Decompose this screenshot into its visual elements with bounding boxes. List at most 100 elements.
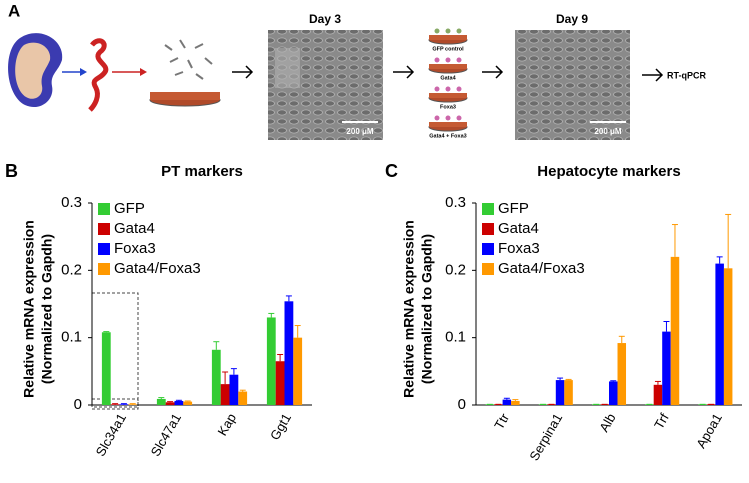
- bar: [670, 256, 680, 405]
- arrow: [232, 65, 254, 79]
- arrow: [482, 65, 504, 79]
- bar: [502, 399, 512, 405]
- bar: [266, 317, 276, 405]
- bar: [715, 263, 724, 405]
- scale-label: 200 μM: [594, 127, 621, 136]
- bar: [229, 374, 239, 405]
- day-label: Day 3: [309, 12, 341, 26]
- y-tick-label: 0.2: [61, 261, 82, 278]
- error-bar: [565, 378, 572, 381]
- bar: [293, 337, 303, 405]
- virus: [434, 86, 440, 92]
- error-bar: [103, 331, 110, 333]
- arrow: [393, 65, 415, 79]
- virus: [456, 28, 462, 34]
- dish-label: Foxa3: [440, 104, 456, 110]
- chart-title: PT markers: [161, 163, 243, 180]
- x-tick-label: Slc47a1: [148, 411, 184, 459]
- error-bar: [230, 368, 237, 375]
- dish-stack: GFP control Gata4 Foxa3 Gata4 + Foxa3: [428, 28, 468, 139]
- bar: [555, 380, 565, 405]
- virus: [445, 86, 451, 92]
- x-tick-label: Apoa1: [693, 411, 725, 451]
- error-bar: [222, 371, 229, 385]
- bar: [119, 404, 129, 405]
- x-tick-label: Alb: [596, 411, 618, 435]
- legend-label: Foxa3: [114, 240, 156, 257]
- error-bar: [716, 256, 723, 264]
- x-tick-label: Serpina1: [526, 411, 565, 464]
- legend-swatch: [98, 243, 110, 255]
- bar: [284, 301, 294, 405]
- bar: [211, 349, 221, 405]
- error-bar: [285, 295, 292, 302]
- legend-label: Gata4/Foxa3: [114, 260, 201, 277]
- error-bar: [175, 399, 182, 401]
- virus: [434, 28, 440, 34]
- virus: [434, 115, 440, 121]
- error-bar: [184, 400, 191, 402]
- error-bar: [268, 312, 275, 318]
- bar: [617, 343, 627, 405]
- error-bar: [167, 401, 174, 403]
- kidney-inner: [15, 42, 51, 99]
- panel-a: A Day 3 200 μM GFP control Gata4 Foxa3 Gata…: [8, 1, 706, 140]
- legend-swatch: [482, 203, 494, 215]
- arrow-head: [80, 68, 87, 76]
- error-bar: [158, 397, 165, 399]
- y-axis-label: (Normalized to Gapdh): [39, 234, 55, 384]
- scale-label: 200 μM: [346, 127, 373, 136]
- x-tick-label: Kap: [215, 411, 240, 439]
- virus: [456, 57, 462, 63]
- error-bar: [610, 380, 617, 382]
- inset-box: [91, 398, 139, 408]
- dish-label: Gata4 + Foxa3: [429, 133, 466, 139]
- x-tick-label: Slc34a1: [93, 411, 129, 459]
- dish: [429, 122, 467, 127]
- error-bar: [663, 321, 670, 332]
- error-bar: [277, 354, 284, 362]
- bar: [156, 398, 166, 405]
- legend-label: GFP: [498, 200, 529, 217]
- y-tick-label: 0.3: [445, 194, 466, 211]
- bar: [110, 404, 120, 405]
- panel-label: B: [5, 161, 18, 181]
- x-tick-label: Trf: [651, 410, 672, 431]
- bar: [238, 391, 248, 405]
- error-bar: [654, 380, 661, 385]
- virus: [445, 115, 451, 121]
- error-bar: [129, 403, 136, 405]
- error-bar: [112, 403, 119, 405]
- legend-label: Foxa3: [498, 240, 540, 257]
- dish: [429, 35, 467, 40]
- error-bar: [120, 403, 127, 405]
- x-tick-label: Ttr: [491, 410, 512, 432]
- tubule: [88, 38, 109, 112]
- dish-label: Gata4: [440, 75, 456, 81]
- y-axis-label: (Normalized to Gapdh): [419, 234, 435, 384]
- error-bar: [557, 377, 564, 381]
- bar: [609, 381, 618, 405]
- micrograph-detail: [275, 48, 300, 88]
- y-tick-label: 0.3: [61, 194, 82, 211]
- error-bar: [294, 325, 301, 338]
- legend-label: Gata4: [498, 220, 539, 237]
- dish: [150, 92, 220, 100]
- error-bar: [213, 341, 220, 350]
- bar: [564, 380, 573, 405]
- legend-swatch: [98, 263, 110, 275]
- dish: [429, 93, 467, 98]
- panel-label: C: [385, 161, 398, 181]
- y-axis-label: Relative mRNA expression: [21, 220, 37, 398]
- bar: [275, 361, 285, 405]
- y-tick-label: 0.1: [445, 329, 466, 346]
- virus: [434, 57, 440, 63]
- bar: [220, 384, 230, 405]
- panel-label: A: [8, 1, 20, 20]
- y-tick-label: 0: [458, 396, 466, 413]
- cell-fragments: [164, 39, 213, 80]
- legend-swatch: [98, 203, 110, 215]
- error-bar: [671, 224, 678, 257]
- y-tick-label: 0.1: [61, 329, 82, 346]
- legend-swatch: [98, 223, 110, 235]
